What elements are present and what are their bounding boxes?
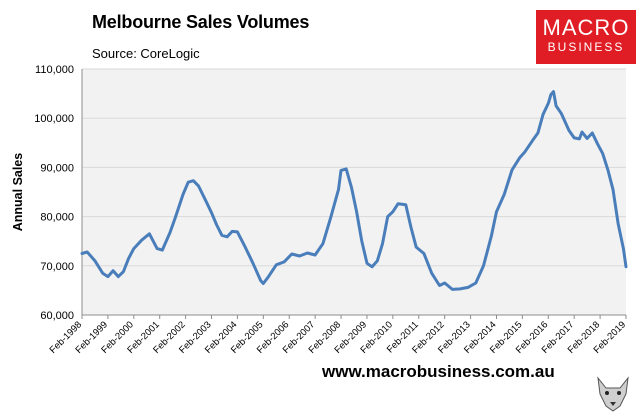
y-tick-label: 90,000	[40, 162, 74, 174]
series-line	[80, 90, 628, 291]
wolf-icon	[597, 376, 629, 412]
y-axis-label: Annual Sales	[11, 153, 25, 232]
website-url: www.macrobusiness.com.au	[322, 362, 555, 381]
macrobusiness-logo: MACRO BUSINESS	[536, 10, 636, 64]
logo-line-2: BUSINESS	[547, 40, 625, 54]
chart-source: Source: CoreLogic	[92, 46, 200, 61]
y-tick-label: 80,000	[40, 212, 74, 224]
logo-line-1: MACRO	[542, 15, 630, 40]
y-tick-label: 70,000	[40, 261, 74, 273]
y-tick-label: 110,000	[35, 64, 74, 76]
chart-title: Melbourne Sales Volumes	[92, 12, 310, 32]
y-tick-label: 100,000	[34, 113, 74, 125]
plot-area	[82, 69, 626, 315]
y-tick-label: 60,000	[40, 310, 74, 322]
